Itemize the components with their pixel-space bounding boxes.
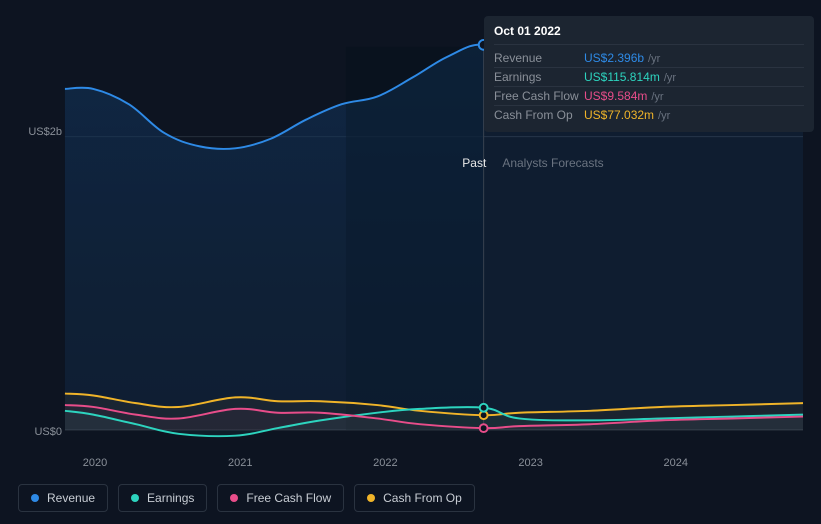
legend-toggle-revenue[interactable]: Revenue: [18, 484, 108, 512]
tooltip-row-free_cash_flow: Free Cash FlowUS$9.584m/yr: [494, 87, 804, 106]
region-label-forecast: Analysts Forecasts: [502, 156, 603, 170]
y-axis-label: US$2b: [28, 126, 62, 138]
tooltip-row-earnings: EarningsUS$115.814m/yr: [494, 68, 804, 87]
x-axis-label: 2022: [373, 457, 397, 469]
tooltip-row-revenue: RevenueUS$2.396b/yr: [494, 49, 804, 68]
tooltip-row-cash_from_op: Cash From OpUS$77.032m/yr: [494, 106, 804, 124]
tooltip-row-label: Earnings: [494, 70, 584, 84]
legend-toggle-cash_from_op[interactable]: Cash From Op: [354, 484, 475, 512]
tooltip-row-unit: /yr: [658, 110, 670, 122]
legend-dot: [31, 494, 39, 502]
tooltip-row-label: Free Cash Flow: [494, 89, 584, 103]
hover-marker-free_cash_flow: [480, 424, 488, 432]
tooltip-row-value: US$9.584m: [584, 89, 647, 103]
tooltip-row-unit: /yr: [648, 53, 660, 65]
x-axis-label: 2020: [83, 457, 107, 469]
legend-label: Cash From Op: [383, 491, 462, 505]
legend-label: Free Cash Flow: [246, 491, 331, 505]
tooltip-row-unit: /yr: [664, 72, 676, 84]
tooltip-row-value: US$77.032m: [584, 108, 654, 122]
region-label-past: Past: [462, 156, 486, 170]
legend-label: Earnings: [147, 491, 194, 505]
legend-toggle-free_cash_flow[interactable]: Free Cash Flow: [217, 484, 344, 512]
tooltip-row-label: Revenue: [494, 51, 584, 65]
chart-plot-area[interactable]: US$0US$2b 20202021202220232024 Past Anal…: [18, 0, 803, 464]
hover-marker-earnings: [480, 404, 488, 412]
tooltip-row-label: Cash From Op: [494, 108, 584, 122]
x-axis-label: 2021: [228, 457, 252, 469]
chart-container: US$0 US$2b 2020 2021 2022 2023 2024 Past Anal…: [0, 0, 821, 524]
legend: Revenue Earnings Free Cash Flow Cash From O…: [18, 484, 475, 512]
legend-dot: [230, 494, 238, 502]
legend-dot: [131, 494, 139, 502]
x-axis-label: 2024: [664, 457, 688, 469]
tooltip-row-value: US$2.396b: [584, 51, 644, 65]
x-axis-label: 2023: [518, 457, 542, 469]
legend-toggle-earnings[interactable]: Earnings: [118, 484, 207, 512]
legend-label: Revenue: [47, 491, 95, 505]
hover-tooltip: Oct 01 2022 RevenueUS$2.396b/yrEarningsU…: [484, 16, 814, 132]
tooltip-row-unit: /yr: [651, 91, 663, 103]
y-axis-label: US$0: [34, 426, 62, 438]
tooltip-date: Oct 01 2022: [494, 24, 804, 45]
tooltip-row-value: US$115.814m: [584, 70, 660, 84]
legend-dot: [367, 494, 375, 502]
